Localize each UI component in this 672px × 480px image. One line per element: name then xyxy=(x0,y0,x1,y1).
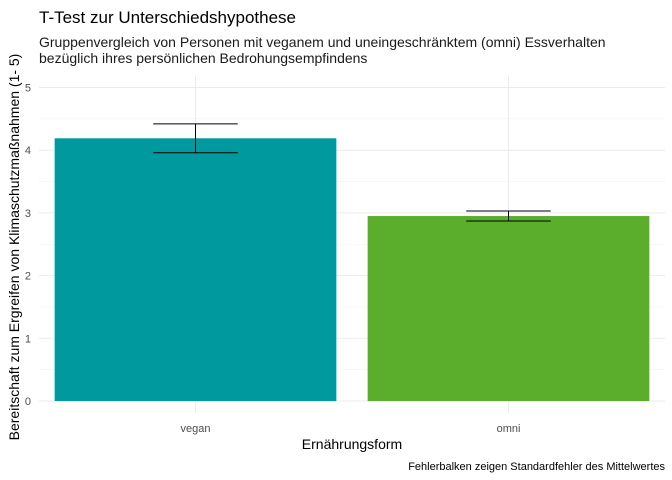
bar-omni xyxy=(367,216,650,401)
y-tick-labels: 0 1 2 3 4 5 xyxy=(25,83,31,409)
x-axis-title: Ernährungsform xyxy=(302,436,402,452)
bar-vegan xyxy=(54,138,337,402)
y-tick-label: 4 xyxy=(25,145,31,157)
y-axis-title: Bereitschaft zum Ergreifen von Klimaschu… xyxy=(6,54,22,441)
y-tick-label: 3 xyxy=(25,208,31,220)
y-tick-label: 5 xyxy=(25,83,31,95)
error-bars xyxy=(153,123,551,222)
x-tick-labels: vegan omni xyxy=(181,423,521,435)
y-tick-label: 0 xyxy=(25,396,31,408)
bars xyxy=(54,138,650,402)
chart-title: T-Test zur Unterschiedshypothese xyxy=(39,8,296,27)
x-tick-label-omni: omni xyxy=(497,423,521,435)
y-tick-label: 2 xyxy=(25,271,31,283)
y-tick-label: 1 xyxy=(25,333,31,345)
chart-subtitle-line-2: bezüglich ihres persönlichen Bedrohungse… xyxy=(39,50,367,66)
chart-subtitle-line-1: Gruppenvergleich von Personen mit vegane… xyxy=(39,34,606,50)
chart-caption: Fehlerbalken zeigen Standardfehler des M… xyxy=(408,461,665,473)
x-tick-label-vegan: vegan xyxy=(181,423,211,435)
